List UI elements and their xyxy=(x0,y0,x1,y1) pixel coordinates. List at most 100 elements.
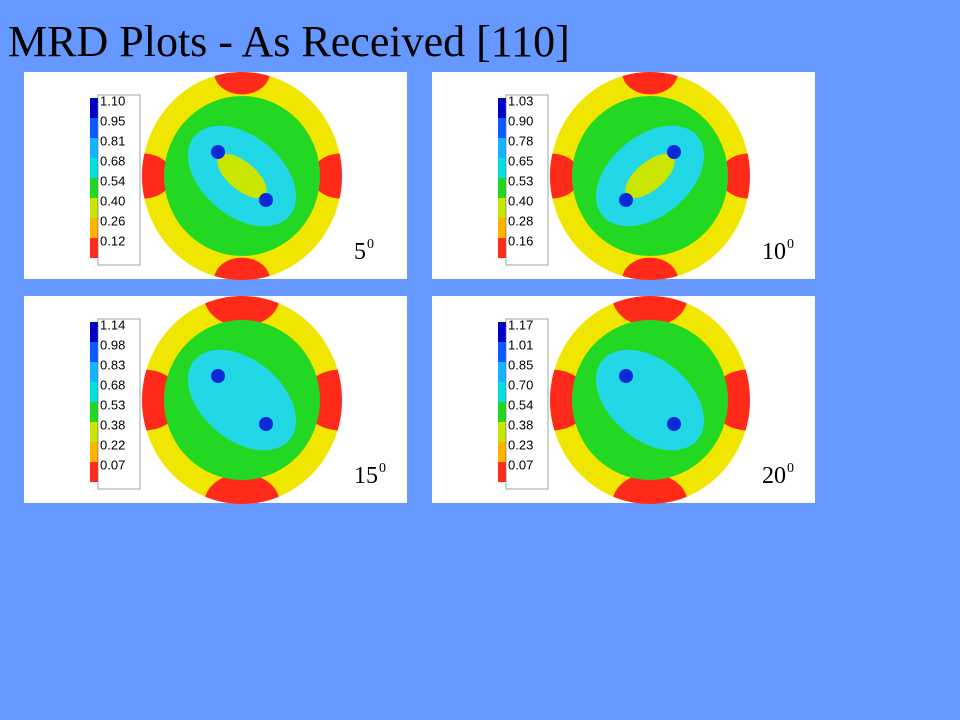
legend-label: 1.01 xyxy=(508,337,533,352)
figure-panel: 1.03 0.90 0.78 0.65 0.53 0.40 0.28 0.16 10 0 xyxy=(432,72,815,280)
legend-label: 0.40 xyxy=(508,193,533,208)
legend-label: 1.10 xyxy=(100,93,125,108)
legend-label: 0.90 xyxy=(508,113,533,128)
legend-label: 0.16 xyxy=(508,233,533,248)
legend-label: 0.78 xyxy=(508,133,533,148)
pf-red xyxy=(720,153,750,199)
pf-inner xyxy=(217,153,267,199)
legend-label: 0.07 xyxy=(100,457,125,472)
pf-spot xyxy=(259,193,273,207)
pole-figure xyxy=(550,72,750,280)
legend-label: 0.22 xyxy=(100,437,125,452)
legend-swatch xyxy=(90,98,98,118)
legend-swatch xyxy=(498,402,506,422)
legend-label: 0.26 xyxy=(100,213,125,228)
pf-inner xyxy=(625,153,675,199)
pf-red xyxy=(214,257,270,280)
legend-swatch xyxy=(498,422,506,442)
angle-label: 10 xyxy=(762,239,786,265)
pole-figure xyxy=(550,296,750,504)
legend-label: 0.40 xyxy=(100,193,125,208)
legend-swatch xyxy=(498,342,506,362)
legend-frame xyxy=(505,94,549,266)
legend-label: 0.81 xyxy=(100,133,125,148)
pf-red xyxy=(204,473,280,504)
degree-sup: 0 xyxy=(787,461,794,476)
legend-frame xyxy=(97,318,141,490)
pole-figure xyxy=(142,296,342,504)
legend-label: 0.95 xyxy=(100,113,125,128)
legend-swatch xyxy=(90,198,98,218)
legend-swatch xyxy=(498,178,506,198)
pf-spot xyxy=(619,369,633,383)
pf-inner xyxy=(625,377,675,423)
legend-label: 0.38 xyxy=(100,417,125,432)
pf-red xyxy=(142,153,172,199)
legend-swatch xyxy=(498,442,506,462)
legend-swatch xyxy=(90,362,98,382)
legend-swatch xyxy=(90,382,98,402)
legend-label: 0.83 xyxy=(100,357,125,372)
legend-label: 0.85 xyxy=(508,357,533,372)
legend-swatch xyxy=(90,138,98,158)
pf-red xyxy=(142,369,182,431)
legend-label: 0.65 xyxy=(508,153,533,168)
legend-swatch xyxy=(90,178,98,198)
legend-swatch xyxy=(498,118,506,138)
legend-swatch xyxy=(498,138,506,158)
pf-red xyxy=(612,296,688,327)
legend-swatch xyxy=(90,322,98,342)
legend-label: 0.68 xyxy=(100,153,125,168)
pf-red xyxy=(312,153,342,199)
legend-swatch xyxy=(90,342,98,362)
legend-swatch xyxy=(498,98,506,118)
pf-spot xyxy=(619,193,633,207)
pf-red xyxy=(214,72,270,95)
pf-red xyxy=(550,153,580,199)
figure-panel: 1.10 0.95 0.81 0.68 0.54 0.40 0.26 0.12 5 0 xyxy=(24,72,407,280)
legend-swatch xyxy=(90,218,98,238)
legend-swatch xyxy=(90,238,98,258)
legend-label: 0.54 xyxy=(508,397,533,412)
pf-red xyxy=(622,72,678,95)
legend-swatch xyxy=(90,442,98,462)
legend-frame xyxy=(97,94,141,266)
legend-swatch xyxy=(90,118,98,138)
pf-red xyxy=(550,369,590,431)
pf-spot xyxy=(211,369,225,383)
legend-swatch xyxy=(498,382,506,402)
legend-swatch xyxy=(498,322,506,342)
legend-swatch xyxy=(90,422,98,442)
legend-label: 0.12 xyxy=(100,233,125,248)
pf-red xyxy=(302,369,342,431)
legend-label: 0.68 xyxy=(100,377,125,392)
degree-sup: 0 xyxy=(379,461,386,476)
legend-label: 0.70 xyxy=(508,377,533,392)
legend-label: 0.53 xyxy=(508,173,533,188)
legend-swatch xyxy=(90,402,98,422)
legend-swatch xyxy=(498,158,506,178)
legend-label: 0.54 xyxy=(100,173,125,188)
legend-label: 1.17 xyxy=(508,317,533,332)
angle-label: 5 xyxy=(354,239,366,265)
slide-title: MRD Plots - As Received [110] xyxy=(8,17,570,66)
legend-label: 1.14 xyxy=(100,317,125,332)
legend-label: 0.53 xyxy=(100,397,125,412)
pf-spot xyxy=(667,417,681,431)
pf-red xyxy=(622,257,678,280)
angle-label: 15 xyxy=(354,463,378,489)
degree-sup: 0 xyxy=(367,237,374,252)
pf-spot xyxy=(211,145,225,159)
pf-inner xyxy=(217,377,267,423)
legend-swatch xyxy=(90,462,98,482)
legend-label: 0.28 xyxy=(508,213,533,228)
pole-figure xyxy=(142,72,342,280)
legend-label: 1.03 xyxy=(508,93,533,108)
pf-spot xyxy=(667,145,681,159)
legend-label: 0.98 xyxy=(100,337,125,352)
legend-label: 0.23 xyxy=(508,437,533,452)
pf-red xyxy=(710,369,750,431)
degree-sup: 0 xyxy=(787,237,794,252)
